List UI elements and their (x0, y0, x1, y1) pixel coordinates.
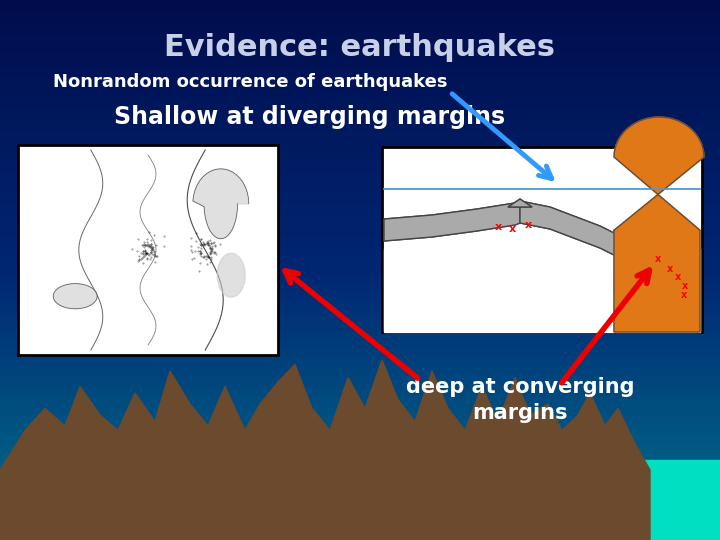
Polygon shape (520, 201, 697, 308)
Text: x: x (667, 264, 673, 274)
Text: x: x (508, 224, 516, 234)
Polygon shape (384, 249, 700, 332)
Polygon shape (590, 460, 720, 540)
Text: Nonrandom occurrence of earthquakes: Nonrandom occurrence of earthquakes (53, 73, 447, 91)
Text: x: x (675, 272, 681, 282)
Bar (382, 147, 702, 332)
Polygon shape (508, 199, 532, 207)
Polygon shape (508, 199, 532, 207)
Polygon shape (217, 253, 246, 297)
Bar (18, 145, 278, 355)
Text: x: x (495, 222, 502, 232)
Polygon shape (614, 117, 704, 332)
Text: Evidence: earthquakes: Evidence: earthquakes (164, 33, 556, 63)
Polygon shape (520, 201, 697, 308)
Text: Shallow at diverging margins: Shallow at diverging margins (114, 105, 505, 129)
Text: x: x (655, 254, 661, 264)
Text: deep at converging
margins: deep at converging margins (406, 377, 634, 423)
Polygon shape (384, 201, 520, 241)
Polygon shape (384, 201, 520, 241)
Polygon shape (53, 284, 97, 309)
Polygon shape (193, 169, 249, 239)
Text: x: x (524, 220, 531, 230)
Polygon shape (0, 360, 650, 540)
Text: x: x (682, 281, 688, 291)
Text: x: x (681, 290, 687, 300)
